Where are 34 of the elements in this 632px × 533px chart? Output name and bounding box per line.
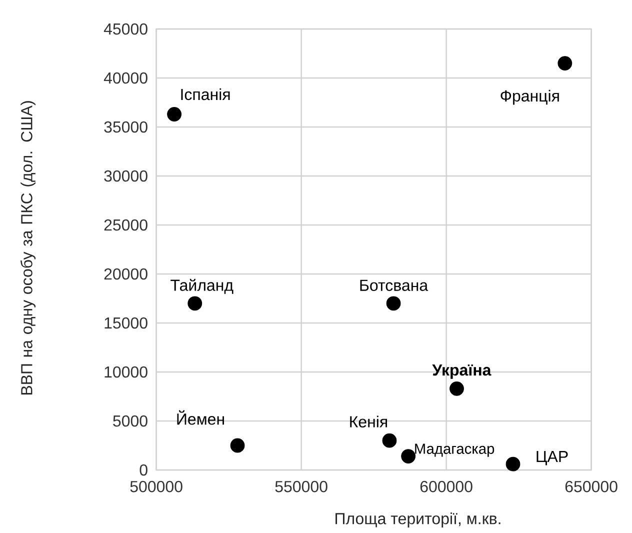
y-tick-label: 25000 xyxy=(104,219,148,231)
x-axis-title: Площа території, м.кв. xyxy=(336,512,500,528)
x-tick-label: 550000 xyxy=(275,481,328,492)
x-tick-label: 650000 xyxy=(565,481,618,492)
annotation: Іспанія xyxy=(181,88,230,100)
annotation: ЦАР xyxy=(536,451,568,466)
point xyxy=(167,107,182,122)
annotation: Тайланд xyxy=(170,278,234,294)
annotation: Кенія xyxy=(350,416,387,428)
y-tick-label: 40000 xyxy=(104,72,148,84)
y-tick-label: 35000 xyxy=(104,121,148,133)
y-tick-label: 20000 xyxy=(104,268,148,280)
x-tick-label: 500000 xyxy=(130,481,182,492)
y-tick-label: 45000 xyxy=(104,23,148,35)
point xyxy=(188,296,202,311)
point xyxy=(230,438,245,453)
annotation: Ботсвана xyxy=(360,280,428,292)
y-tick-label: 15000 xyxy=(104,317,148,329)
annotation: Мадагаскар xyxy=(415,444,494,457)
y-axis-title: ВВП на одну особу за ПКС (дол. США) xyxy=(20,101,36,395)
annotation: Україна xyxy=(432,364,492,379)
point xyxy=(506,457,520,472)
x-tick-label: 600000 xyxy=(420,481,472,492)
y-tick-label: 30000 xyxy=(104,170,148,182)
point xyxy=(382,434,397,448)
point xyxy=(386,296,401,311)
point xyxy=(558,56,572,71)
annotation: Йемен xyxy=(177,410,224,425)
y-tick-label: 5000 xyxy=(113,415,148,427)
point xyxy=(450,382,464,396)
y-tick-label: 10000 xyxy=(104,366,148,378)
y-tick-label: 0 xyxy=(140,464,148,476)
annotation: Франція xyxy=(500,90,559,105)
point xyxy=(401,449,416,464)
